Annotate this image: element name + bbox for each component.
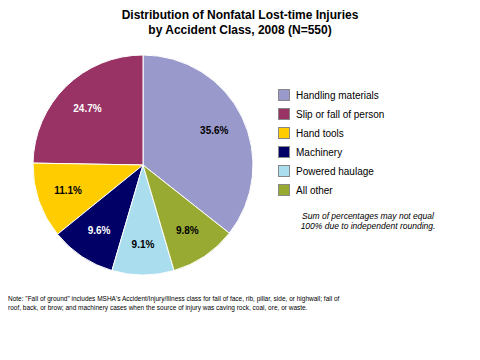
- svg-text:9.8%: 9.8%: [176, 225, 199, 236]
- svg-text:9.1%: 9.1%: [132, 239, 155, 250]
- svg-text:9.6%: 9.6%: [88, 225, 111, 236]
- html-text:Hand tools: Hand tools: [296, 127, 344, 139]
- svg-text:11.1%: 11.1%: [54, 185, 82, 196]
- html-text:Note: "Fall of ground" include: Note: "Fall of ground" includes MSHA's A…: [8, 295, 340, 311]
- html-text:Distribution of Nonfatal Lost-: Distribution of Nonfatal Lost-time Injur…: [121, 8, 359, 37]
- html-text:All other: All other: [296, 184, 333, 196]
- html-text:Sum of percentages may not equ: Sum of percentages may not equal 100% du…: [300, 211, 436, 231]
- html-text:Machinery: Machinery: [296, 146, 343, 158]
- html-text:Slip or fall of person: Slip or fall of person: [296, 108, 385, 120]
- html-text:Handling materials: Handling materials: [296, 89, 379, 101]
- svg-text:35.6%: 35.6%: [200, 125, 228, 136]
- svg-text:24.7%: 24.7%: [73, 103, 101, 114]
- html-text:Powered haulage: Powered haulage: [296, 165, 374, 177]
